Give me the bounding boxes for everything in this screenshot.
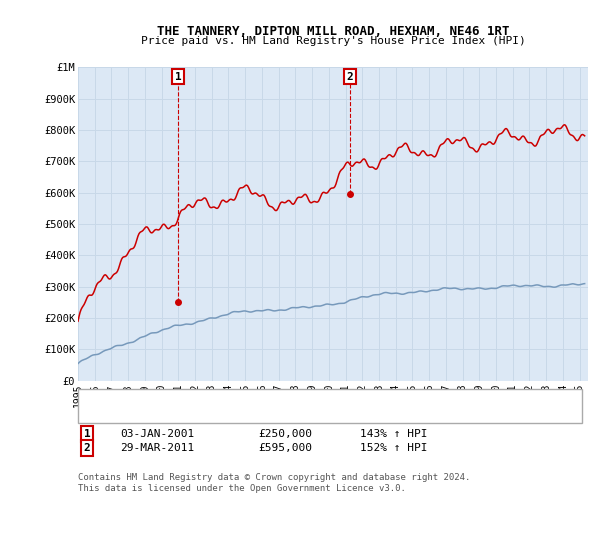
- Text: ———: ———: [82, 390, 104, 404]
- Text: £595,000: £595,000: [258, 443, 312, 453]
- Text: 1: 1: [175, 72, 182, 82]
- Text: 03-JAN-2001: 03-JAN-2001: [120, 429, 194, 439]
- Text: THE TANNERY, DIPTON MILL ROAD, HEXHAM, NE46 1RT: THE TANNERY, DIPTON MILL ROAD, HEXHAM, N…: [157, 25, 509, 38]
- Text: £250,000: £250,000: [258, 429, 312, 439]
- Text: 2: 2: [83, 443, 91, 453]
- Text: 29-MAR-2011: 29-MAR-2011: [120, 443, 194, 453]
- Text: Contains HM Land Registry data © Crown copyright and database right 2024.
This d: Contains HM Land Registry data © Crown c…: [78, 473, 470, 493]
- Text: HPI: Average price, detached house, Northumberland: HPI: Average price, detached house, Nort…: [111, 403, 411, 413]
- Text: ———: ———: [82, 402, 104, 415]
- Text: 143% ↑ HPI: 143% ↑ HPI: [360, 429, 427, 439]
- Text: 1: 1: [83, 429, 91, 439]
- Text: Price paid vs. HM Land Registry's House Price Index (HPI): Price paid vs. HM Land Registry's House …: [140, 36, 526, 46]
- Text: 152% ↑ HPI: 152% ↑ HPI: [360, 443, 427, 453]
- Text: THE TANNERY, DIPTON MILL ROAD, HEXHAM, NE46 1RT (detached house): THE TANNERY, DIPTON MILL ROAD, HEXHAM, N…: [111, 392, 495, 402]
- Text: 2: 2: [346, 72, 353, 82]
